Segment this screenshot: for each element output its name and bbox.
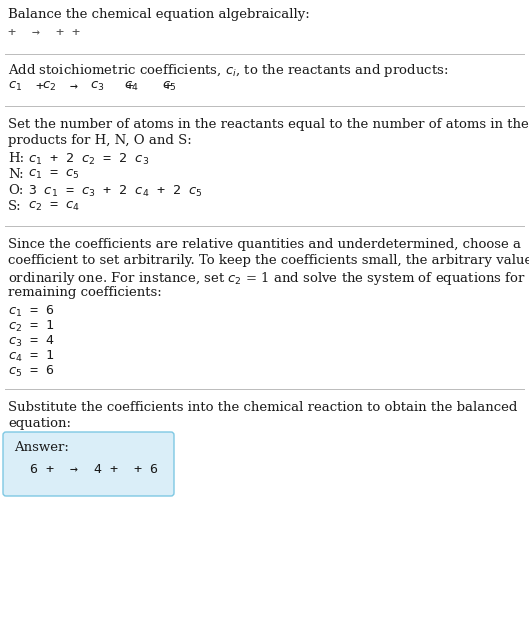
Text: Since the coefficients are relative quantities and underdetermined, choose a: Since the coefficients are relative quan…: [8, 238, 521, 251]
Text: 6 +  →  4 +  + 6: 6 + → 4 + + 6: [30, 463, 158, 476]
Text: $c_4$ = 1: $c_4$ = 1: [8, 349, 54, 364]
Text: Substitute the coefficients into the chemical reaction to obtain the balanced: Substitute the coefficients into the che…: [8, 401, 517, 414]
Text: $c_3$: $c_3$: [90, 80, 104, 93]
Text: Answer:: Answer:: [14, 441, 69, 454]
Text: 3 $c_1$ = $c_3$ + 2 $c_4$ + 2 $c_5$: 3 $c_1$ = $c_3$ + 2 $c_4$ + 2 $c_5$: [28, 184, 203, 199]
Text: $c_1$ = 6: $c_1$ = 6: [8, 304, 54, 319]
Text: $c_2$ = $c_4$: $c_2$ = $c_4$: [28, 200, 80, 213]
Text: +  →  + +: + → + +: [8, 26, 80, 39]
Text: Add stoichiometric coefficients, $c_i$, to the reactants and products:: Add stoichiometric coefficients, $c_i$, …: [8, 62, 449, 79]
Text: coefficient to set arbitrarily. To keep the coefficients small, the arbitrary va: coefficient to set arbitrarily. To keep …: [8, 254, 529, 267]
Text: N:: N:: [8, 168, 24, 181]
Text: $c_2$: $c_2$: [42, 80, 56, 93]
Text: $c_5$ = 6: $c_5$ = 6: [8, 364, 54, 379]
Text: →: →: [70, 80, 78, 93]
Text: $c_1$: $c_1$: [8, 80, 22, 93]
Text: $c_2$ = 1: $c_2$ = 1: [8, 319, 54, 334]
Text: Balance the chemical equation algebraically:: Balance the chemical equation algebraica…: [8, 8, 310, 21]
Text: +: +: [28, 80, 44, 93]
Text: O:: O:: [8, 184, 23, 197]
Text: $c_4$: $c_4$: [124, 80, 139, 93]
Text: S:: S:: [8, 200, 22, 213]
Text: $c_5$: $c_5$: [162, 80, 176, 93]
Text: products for H, N, O and S:: products for H, N, O and S:: [8, 134, 191, 147]
Text: remaining coefficients:: remaining coefficients:: [8, 286, 162, 299]
Text: ordinarily one. For instance, set $c_2$ = 1 and solve the system of equations fo: ordinarily one. For instance, set $c_2$ …: [8, 270, 529, 287]
Text: $c_3$ = 4: $c_3$ = 4: [8, 334, 55, 349]
Text: $c_1$ + 2 $c_2$ = 2 $c_3$: $c_1$ + 2 $c_2$ = 2 $c_3$: [28, 152, 149, 167]
Text: +: +: [110, 80, 134, 93]
Text: +: +: [148, 80, 172, 93]
FancyBboxPatch shape: [3, 432, 174, 496]
Text: equation:: equation:: [8, 417, 71, 430]
Text: Set the number of atoms in the reactants equal to the number of atoms in the: Set the number of atoms in the reactants…: [8, 118, 529, 131]
Text: H:: H:: [8, 152, 24, 165]
Text: $c_1$ = $c_5$: $c_1$ = $c_5$: [28, 168, 80, 181]
